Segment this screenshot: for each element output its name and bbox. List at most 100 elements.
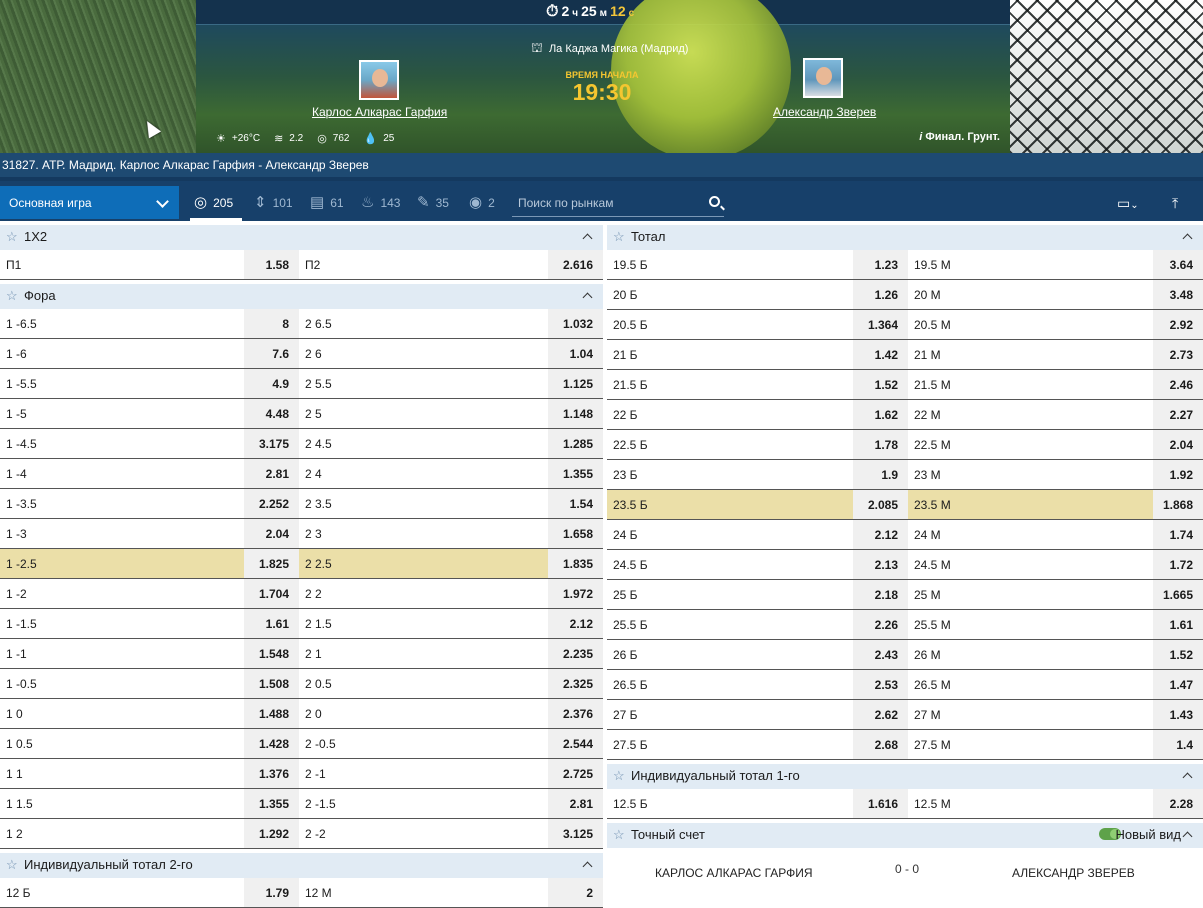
odds-button[interactable]: 3.64	[1153, 250, 1203, 279]
odds-button[interactable]: 1.62	[853, 400, 908, 429]
odds-button[interactable]: 1.148	[548, 399, 603, 428]
odds-button[interactable]: 1.52	[853, 370, 908, 399]
odds-button[interactable]: 1.488	[244, 699, 299, 728]
odds-button[interactable]: 1.548	[244, 639, 299, 668]
odds-button[interactable]: 2.325	[548, 669, 603, 698]
odds-button[interactable]: 2.252	[244, 489, 299, 518]
star-icon[interactable]: ☆	[613, 827, 625, 842]
chevron-up-icon[interactable]	[1182, 233, 1193, 244]
odds-button[interactable]: 1.61	[244, 609, 299, 638]
odds-button[interactable]: 1.43	[1153, 700, 1203, 729]
chevron-up-icon[interactable]	[1182, 772, 1193, 783]
chevron-up-icon[interactable]	[1182, 831, 1193, 842]
odds-button[interactable]: 1.032	[548, 309, 603, 338]
odds-button[interactable]: 2.725	[548, 759, 603, 788]
odds-button[interactable]: 1.61	[1153, 610, 1203, 639]
odds-button[interactable]: 2	[548, 878, 603, 907]
odds-button[interactable]: 2.27	[1153, 400, 1203, 429]
odds-button[interactable]: 8	[244, 309, 299, 338]
odds-button[interactable]: 1.74	[1153, 520, 1203, 549]
odds-button[interactable]: 2.085	[853, 490, 908, 519]
market-header[interactable]: ☆ Фора	[0, 280, 603, 309]
odds-button[interactable]: 1.355	[548, 459, 603, 488]
odds-button[interactable]: 1.292	[244, 819, 299, 848]
odds-button[interactable]: 1.508	[244, 669, 299, 698]
odds-button[interactable]: 4.9	[244, 369, 299, 398]
odds-button[interactable]: 1.665	[1153, 580, 1203, 609]
odds-button[interactable]: 1.92	[1153, 460, 1203, 489]
odds-button[interactable]: 2.73	[1153, 340, 1203, 369]
filter-tab-special[interactable]: ✎ 35	[417, 191, 449, 221]
odds-button[interactable]: 2.04	[1153, 430, 1203, 459]
odds-button[interactable]: 1.376	[244, 759, 299, 788]
chevron-up-icon[interactable]	[582, 292, 593, 303]
player1-link[interactable]: Карлос Алкарас Гарфия	[312, 105, 448, 119]
odds-button[interactable]: 1.658	[548, 519, 603, 548]
odds-button[interactable]: 2.18	[853, 580, 908, 609]
odds-button[interactable]: 2.04	[244, 519, 299, 548]
odds-button[interactable]: 1.428	[244, 729, 299, 758]
odds-button[interactable]: 1.26	[853, 280, 908, 309]
layout-toggle-button[interactable]: ▭⌄	[1117, 195, 1139, 212]
market-header[interactable]: ☆ 1Х2	[0, 221, 603, 250]
market-header[interactable]: ☆ Индивидуальный тотал 2-го	[0, 849, 603, 878]
odds-button[interactable]: 1.52	[1153, 640, 1203, 669]
odds-button[interactable]: 2.12	[548, 609, 603, 638]
odds-button[interactable]: 2.376	[548, 699, 603, 728]
filter-tab-updown[interactable]: ⇕ 101	[254, 191, 293, 221]
odds-button[interactable]: 2.12	[853, 520, 908, 549]
odds-button[interactable]: 1.616	[853, 789, 908, 818]
odds-button[interactable]: 2.92	[1153, 310, 1203, 339]
chevron-up-icon[interactable]	[582, 861, 593, 872]
odds-button[interactable]: 2.26	[853, 610, 908, 639]
odds-button[interactable]: 1.4	[1153, 730, 1203, 759]
odds-button[interactable]: 2.544	[548, 729, 603, 758]
odds-button[interactable]: 1.9	[853, 460, 908, 489]
odds-button[interactable]: 1.47	[1153, 670, 1203, 699]
odds-button[interactable]: 1.58	[244, 250, 299, 279]
odds-button[interactable]: 4.48	[244, 399, 299, 428]
odds-button[interactable]: 2.28	[1153, 789, 1203, 818]
odds-button[interactable]: 2.68	[853, 730, 908, 759]
odds-button[interactable]: 1.868	[1153, 490, 1203, 519]
odds-button[interactable]: 2.53	[853, 670, 908, 699]
star-icon[interactable]: ☆	[613, 229, 625, 244]
filter-tab-all[interactable]: ◎ 205	[190, 191, 242, 221]
odds-button[interactable]: 1.54	[548, 489, 603, 518]
odds-button[interactable]: 2.81	[548, 789, 603, 818]
odds-button[interactable]: 1.972	[548, 579, 603, 608]
new-view-toggle[interactable]	[1099, 828, 1121, 840]
odds-button[interactable]: 1.72	[1153, 550, 1203, 579]
search-input[interactable]	[512, 191, 692, 215]
odds-button[interactable]: 3.125	[548, 819, 603, 848]
odds-button[interactable]: 1.364	[853, 310, 908, 339]
odds-button[interactable]: 3.175	[244, 429, 299, 458]
odds-button[interactable]: 1.79	[244, 878, 299, 907]
odds-button[interactable]: 1.285	[548, 429, 603, 458]
odds-button[interactable]: 7.6	[244, 339, 299, 368]
star-icon[interactable]: ☆	[6, 229, 18, 244]
market-header[interactable]: ☆ Точный счет Новый вид	[607, 819, 1203, 848]
odds-button[interactable]: 1.825	[244, 549, 299, 578]
main-game-dropdown[interactable]: Основная игра	[0, 186, 179, 219]
odds-button[interactable]: 1.125	[548, 369, 603, 398]
odds-button[interactable]: 2.43	[853, 640, 908, 669]
odds-button[interactable]: 1.04	[548, 339, 603, 368]
odds-button[interactable]: 1.78	[853, 430, 908, 459]
star-icon[interactable]: ☆	[613, 768, 625, 783]
filter-tab-other[interactable]: ◉ 2	[469, 191, 495, 221]
odds-button[interactable]: 1.355	[244, 789, 299, 818]
odds-button[interactable]: 2.235	[548, 639, 603, 668]
chevron-up-icon[interactable]	[582, 233, 593, 244]
star-icon[interactable]: ☆	[6, 857, 18, 872]
odds-button[interactable]: 1.704	[244, 579, 299, 608]
search-icon[interactable]	[709, 196, 720, 207]
collapse-all-button[interactable]: ⤒	[1172, 195, 1178, 212]
odds-button[interactable]: 2.81	[244, 459, 299, 488]
filter-tab-popular[interactable]: ♨ 143	[361, 191, 400, 221]
odds-button[interactable]: 1.23	[853, 250, 908, 279]
odds-button[interactable]: 2.616	[548, 250, 603, 279]
market-header[interactable]: ☆ Индивидуальный тотал 1-го	[607, 760, 1203, 789]
odds-button[interactable]: 2.46	[1153, 370, 1203, 399]
odds-button[interactable]: 1.42	[853, 340, 908, 369]
